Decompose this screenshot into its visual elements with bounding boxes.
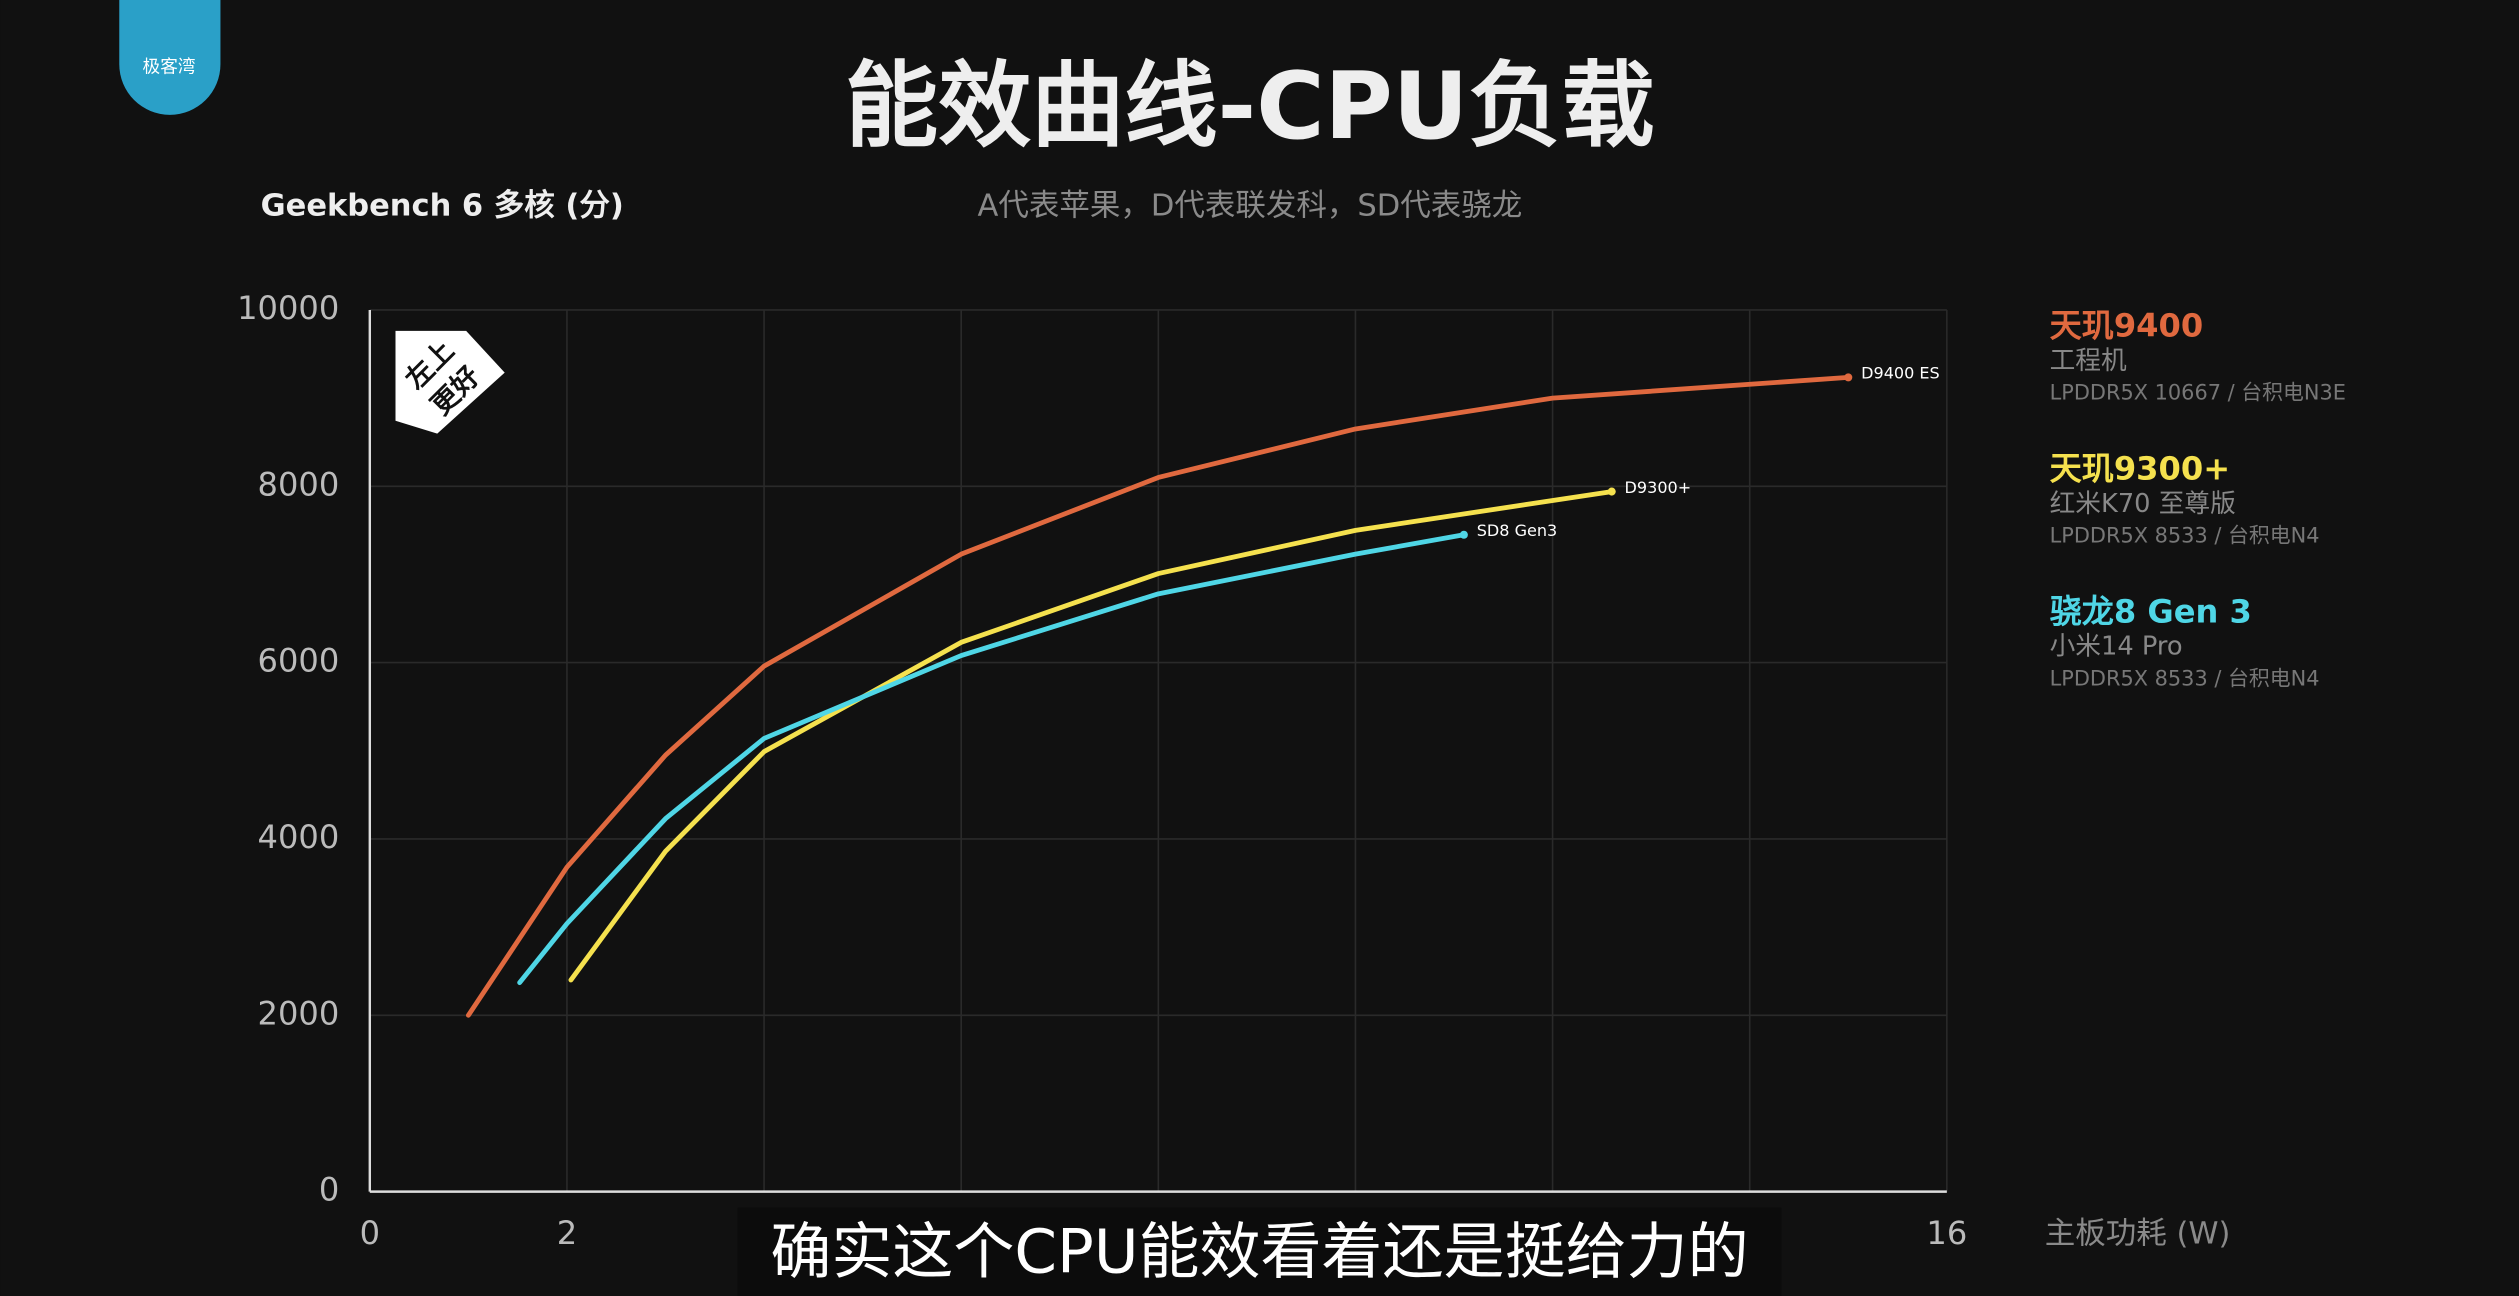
caption-box (737, 1207, 1782, 1296)
legend-entry: 天玑9300+ (2050, 450, 2230, 488)
legend-entry: 天玑9400 (2050, 307, 2204, 345)
y-axis-label: Geekbench 6 多核 (分) (261, 189, 624, 224)
caption: 确实这个CPU能效看着还是挺给力的 (770, 1216, 1748, 1287)
y-tick-label: 10000 (237, 289, 339, 327)
logo: 极客湾 (143, 56, 196, 77)
badge-shape (395, 330, 505, 434)
x-axis-label: 主板功耗 (W) (2045, 1216, 2231, 1251)
end-label: D9400 ES (1861, 364, 1940, 383)
legend-entry: 骁龙8 Gen 3 (2050, 592, 2252, 630)
y-tick-label: 4000 (258, 818, 340, 856)
end-dot (1607, 487, 1616, 496)
series-line (517, 532, 1467, 986)
legend-device: 工程机 (2050, 346, 2127, 376)
chart-title: 能效曲线-CPU负载 (845, 52, 1655, 160)
legend-spec: LPDDR5X 8533 / 台积电N4 (2050, 666, 2320, 690)
x-tick-label: 16 (1926, 1214, 1967, 1252)
end-label: D9300+ (1625, 478, 1692, 497)
legend-spec: LPDDR5X 10667 / 台积电N3E (2050, 380, 2346, 404)
end-label: SD8 Gen3 (1477, 521, 1558, 540)
x-tick-label: 2 (557, 1214, 577, 1252)
series-line (465, 374, 1851, 1018)
logo-badge (119, 0, 221, 115)
series-line (568, 489, 1615, 983)
x-tick-label: 0 (360, 1214, 380, 1252)
legend-device: 红米K70 至尊版 (2050, 489, 2236, 519)
y-tick-label: 2000 (258, 994, 340, 1032)
legend-device: 小米14 Pro (2050, 632, 2183, 662)
y-tick-label: 6000 (258, 642, 340, 680)
y-tick-label: 0 (319, 1171, 339, 1209)
end-dot (1459, 530, 1468, 539)
end-dot (1844, 373, 1853, 382)
chart-subtitle: A代表苹果，D代表联发科，SD代表骁龙 (978, 189, 1523, 224)
better-badge: 左上 更好 (395, 330, 505, 434)
legend-spec: LPDDR5X 8533 / 台积电N4 (2050, 523, 2320, 547)
y-tick-label: 8000 (258, 465, 340, 503)
